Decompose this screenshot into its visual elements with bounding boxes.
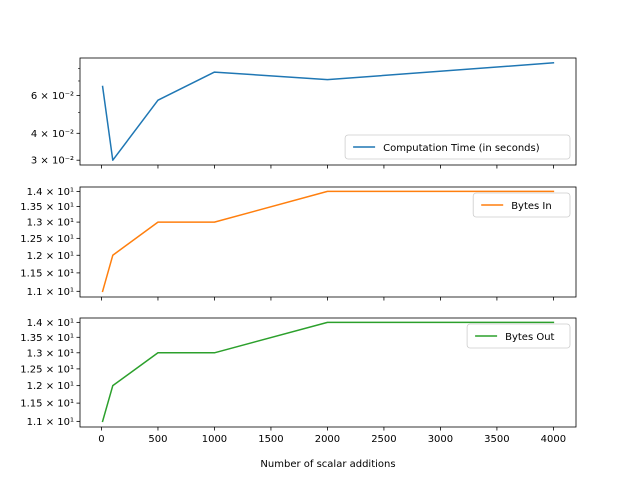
computation-time-panel: 3 × 10⁻² 4 × 10⁻² 6 × 10⁻² Computation Time… <box>31 57 577 169</box>
legend-label: Bytes Out <box>505 332 554 343</box>
series-line <box>101 190 555 293</box>
y-tick-label: 1.25 × 10¹ <box>20 364 74 375</box>
x-tick-label: 500 <box>148 434 167 445</box>
legend-box <box>472 192 571 218</box>
x-tick-label: 1500 <box>258 434 283 445</box>
legend-box <box>466 323 571 349</box>
legend-box <box>344 134 571 160</box>
y-tick-label: 1.2 × 10¹ <box>27 251 74 262</box>
y-tick-label: 1.1 × 10¹ <box>27 417 74 428</box>
legend: Computation Time (in seconds) <box>344 134 571 160</box>
bytes-out-panel: 1.1 × 10¹ 1.15 × 10¹ 1.2 × 10¹ 1.25 × 10¹ 1.… <box>20 317 577 445</box>
y-tick-label: 3 × 10⁻² <box>31 156 74 167</box>
y-tick-label: 1.4 × 10¹ <box>27 318 74 329</box>
series-line <box>101 62 555 161</box>
x-tick-label: 2000 <box>315 434 340 445</box>
y-tick-label: 6 × 10⁻² <box>31 91 74 102</box>
x-tick-label: 4000 <box>541 434 566 445</box>
y-tick-label: 1.15 × 10¹ <box>20 268 74 279</box>
y-tick-label: 4 × 10⁻² <box>31 129 74 140</box>
y-tick-label: 1.3 × 10¹ <box>27 348 74 359</box>
y-tick-label: 1.35 × 10¹ <box>20 202 74 213</box>
y-tick-label: 1.25 × 10¹ <box>20 234 74 245</box>
y-tick-label: 1.3 × 10¹ <box>27 218 74 229</box>
y-tick-label: 1.35 × 10¹ <box>20 333 74 344</box>
legend: Bytes In <box>472 192 571 218</box>
legend-label: Bytes In <box>511 201 552 212</box>
x-tick-label: 0 <box>98 434 104 445</box>
bytes-in-panel: 1.1 × 10¹ 1.15 × 10¹ 1.2 × 10¹ 1.25 × 10¹ 1.… <box>20 186 577 301</box>
x-tick-label: 3000 <box>428 434 453 445</box>
y-tick-label: 1.15 × 10¹ <box>20 399 74 410</box>
series-line <box>101 321 555 423</box>
legend-label: Computation Time (in seconds) <box>383 143 540 154</box>
x-tick-label: 1000 <box>202 434 227 445</box>
y-tick-label: 1.4 × 10¹ <box>27 187 74 198</box>
legend: Bytes Out <box>466 323 571 349</box>
x-tick-label: 2500 <box>371 434 396 445</box>
y-tick-label: 1.1 × 10¹ <box>27 287 74 298</box>
x-tick-label: 3500 <box>484 434 509 445</box>
y-tick-label: 1.2 × 10¹ <box>27 381 74 392</box>
x-axis-label: Number of scalar additions <box>260 459 395 470</box>
